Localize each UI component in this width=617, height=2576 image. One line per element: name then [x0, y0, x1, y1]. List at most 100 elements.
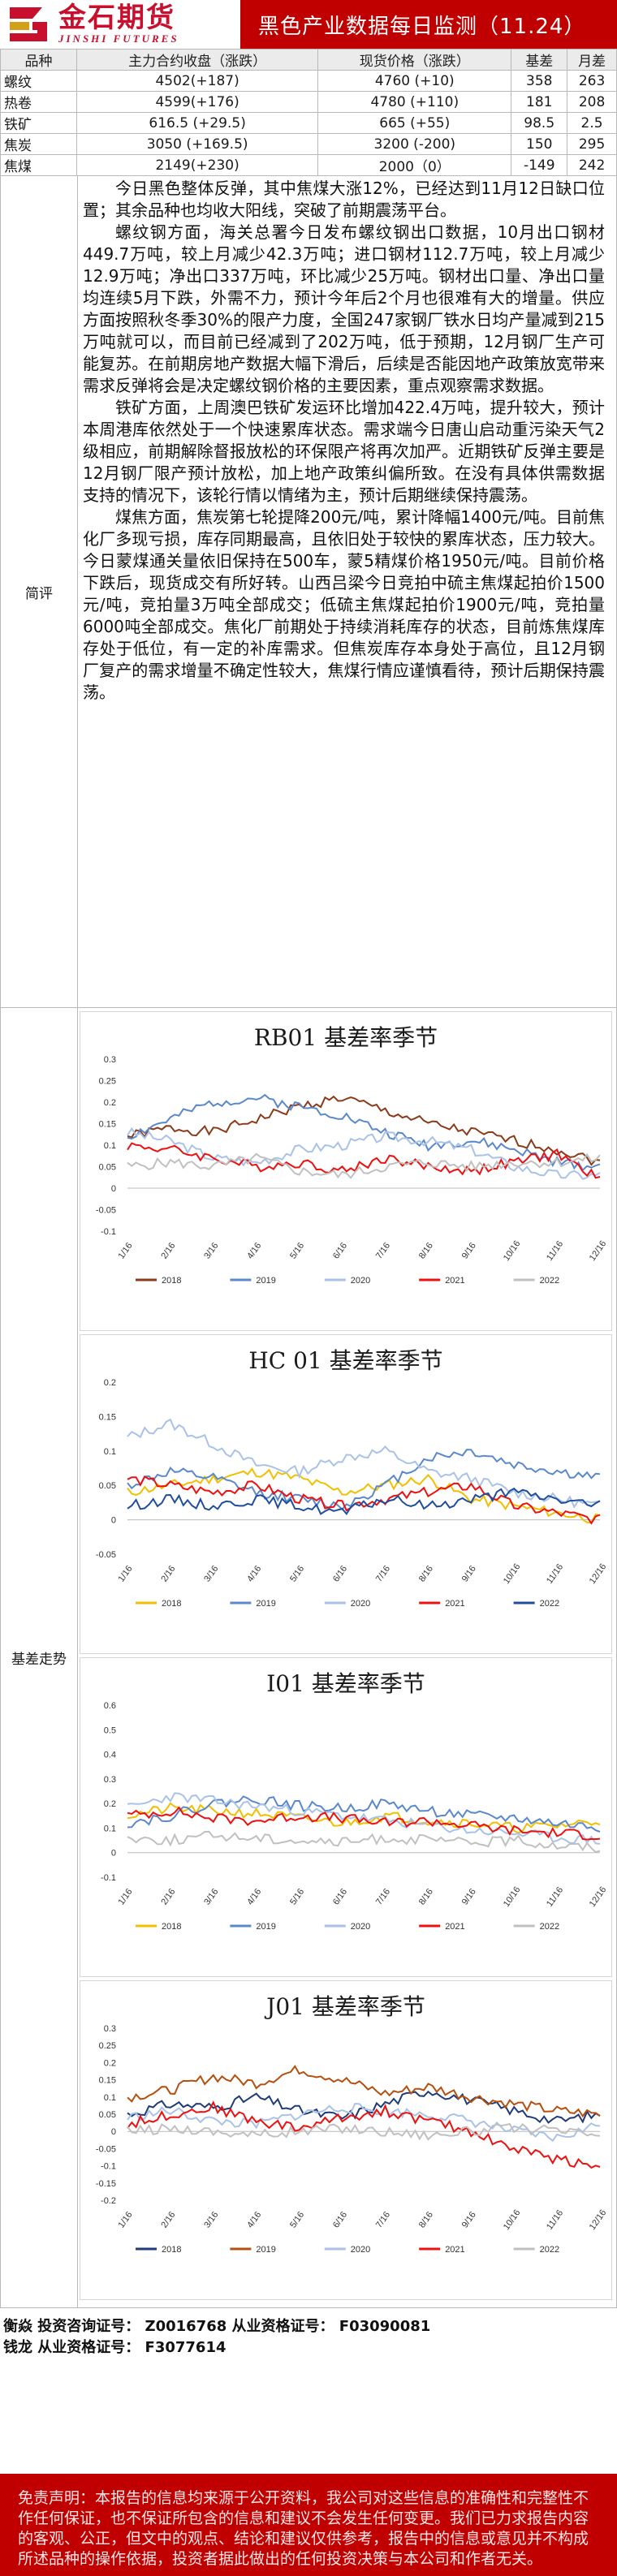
logo-en: JINSHI FUTURES [58, 32, 179, 45]
table-cell: 263 [567, 70, 617, 92]
y-tick-label: 0.05 [99, 2110, 116, 2120]
x-tick-label: 1/16 [116, 1241, 134, 1260]
y-tick-label: 0.05 [99, 1163, 116, 1173]
x-tick-label: 12/16 [588, 1562, 609, 1586]
y-tick-label: 0.2 [104, 1799, 116, 1809]
legend-label: 2019 [256, 2245, 275, 2255]
y-tick-label: 0.25 [99, 1077, 116, 1087]
y-tick-label: 0.3 [104, 2024, 116, 2034]
y-tick-label: -0.05 [96, 1550, 116, 1560]
series-line [127, 2065, 601, 2118]
commentary-body: 今日黑色整体反弹，其中焦煤大涨12%，已经达到11月12日缺口位置；其余品种也均… [78, 176, 616, 1007]
x-tick-label: 10/16 [502, 2208, 523, 2232]
legend-label: 2018 [162, 1922, 181, 1932]
table-cell: 150 [511, 133, 568, 155]
y-tick-label: 0.4 [104, 1751, 116, 1760]
series-line [127, 1152, 601, 1179]
chart-svg: 0.6 0.5 0.4 0.3 0.2 0.1 0 -0.11/16 2/16 3/16 4/16 5… [101, 1701, 608, 1932]
series-line [127, 1806, 601, 1841]
y-tick-label: 0.1 [104, 1447, 116, 1457]
chart-svg: 0.3 0.25 0.2 0.15 0.1 0.05 0 -0.05 -0.11/16 2/16 3… [96, 1055, 608, 1286]
legend-label: 2019 [256, 1599, 275, 1609]
x-tick-label: 1/16 [116, 1564, 134, 1583]
charts-label: 基差走势 [1, 1008, 78, 2307]
x-tick-label: 3/16 [202, 1564, 220, 1583]
y-tick-label: 0.5 [104, 1725, 116, 1735]
y-tick-label: -0.05 [96, 2144, 116, 2154]
y-tick-label: 0.25 [99, 2041, 116, 2051]
x-tick-label: 4/16 [245, 1887, 263, 1906]
legend-label: 2020 [351, 1922, 370, 1932]
x-tick-label: 8/16 [417, 2210, 435, 2229]
chart-j01: J01 基差率季节 0.3 0.25 0.2 0.15 0.1 0.05 0 -0.05 -0.… [80, 1980, 612, 2300]
y-tick-label: 0.2 [104, 2058, 116, 2068]
x-tick-label: 9/16 [460, 2210, 478, 2229]
y-tick-label: 0 [111, 1849, 116, 1859]
x-tick-label: 4/16 [245, 1241, 263, 1260]
table-cell: 4760 (+10) [317, 70, 512, 92]
commentary-paragraph: 煤焦方面，焦炭第七轮提降200元/吨，累计降幅1400元/吨。目前焦化厂多现亏损… [83, 507, 605, 702]
series-line [127, 1418, 601, 1509]
table-cell: 295 [567, 133, 617, 155]
series-line [127, 1830, 601, 1854]
commentary-section: 简评 今日黑色整体反弹，其中焦煤大涨12%，已经达到11月12日缺口位置；其余品… [0, 176, 617, 1008]
y-tick-label: -0.2 [101, 2196, 116, 2206]
table-cell: 4780 (+110) [317, 91, 512, 113]
table-header-cell: 基差 [511, 49, 568, 71]
logo-cn: 金石期货 [58, 2, 175, 34]
series-line [127, 1093, 601, 1172]
table-header-row: 品种 主力合约收盘（涨跌） 现货价格（涨跌） 基差 月差 [0, 49, 617, 71]
row-name: 螺纹 [0, 70, 77, 92]
x-tick-label: 6/16 [331, 1241, 349, 1260]
x-tick-label: 8/16 [417, 1241, 435, 1260]
logo: 金石期货 JINSHI FUTURES [0, 0, 240, 49]
y-tick-label: -0.1 [101, 1873, 116, 1883]
series-line [127, 1475, 601, 1525]
header: 金石期货 JINSHI FUTURES 黑色产业数据每日监测（11.24） [0, 0, 617, 49]
y-tick-label: 0.2 [104, 1378, 116, 1388]
x-tick-label: 6/16 [331, 1887, 349, 1906]
legend-label: 2021 [445, 2245, 464, 2255]
x-tick-label: 9/16 [460, 1564, 478, 1583]
analyst-line: 钱龙 从业资格证号： F3077614 [3, 2339, 227, 2356]
table-cell: 3050 (+169.5) [76, 133, 319, 155]
report-title: 黑色产业数据每日监测（11.24） [240, 0, 617, 49]
y-tick-label: 0.3 [104, 1055, 116, 1065]
y-tick-label: -0.1 [101, 1227, 116, 1237]
logo-text: 金石期货 JINSHI FUTURES [58, 3, 179, 45]
x-tick-label: 7/16 [374, 1887, 392, 1906]
x-tick-label: 2/16 [159, 1887, 177, 1906]
series-line [127, 1142, 601, 1179]
legend-label: 2018 [162, 2245, 181, 2255]
y-tick-label: 0 [111, 1516, 116, 1526]
y-tick-label: -0.1 [101, 2162, 116, 2172]
table-header-cell: 现货价格（涨跌） [317, 49, 512, 71]
legend-label: 2018 [162, 1276, 181, 1286]
series-line [127, 1126, 601, 1180]
chart-title: HC 01 基差率季节 [248, 1347, 443, 1374]
table-cell: 616.5 (+29.5) [76, 112, 319, 134]
table-cell: 358 [511, 70, 568, 92]
commentary-paragraph: 螺纹钢方面，海关总署今日发布螺纹钢出口数据，10月出口钢材449.7万吨，较上月… [83, 222, 605, 395]
chart-title: I01 基差率季节 [266, 1670, 425, 1697]
series-line [127, 2102, 601, 2143]
x-tick-label: 10/16 [502, 1239, 523, 1263]
x-tick-label: 2/16 [159, 1241, 177, 1260]
x-tick-label: 9/16 [460, 1887, 478, 1906]
x-tick-label: 5/16 [288, 1887, 306, 1906]
chart-rb01: RB01 基差率季节 0.3 0.25 0.2 0.15 0.1 0.05 0 -0.05 -0… [80, 1011, 612, 1331]
x-tick-label: 4/16 [245, 1564, 263, 1583]
legend-label: 2022 [540, 2245, 559, 2255]
table-cell: 4599(+176) [76, 91, 319, 113]
legend-label: 2021 [445, 1599, 464, 1609]
x-tick-label: 7/16 [374, 1241, 392, 1260]
charts-body: RB01 基差率季节 0.3 0.25 0.2 0.15 0.1 0.05 0 -0.05 -0… [78, 1008, 616, 2307]
x-tick-label: 3/16 [202, 1887, 220, 1906]
legend-label: 2018 [162, 1599, 181, 1609]
x-tick-label: 3/16 [202, 1241, 220, 1260]
table-row: 焦煤 2149(+230) 2000（0） -149 242 [0, 154, 617, 176]
table-cell: 2.5 [567, 112, 617, 134]
x-tick-label: 11/16 [545, 1239, 565, 1263]
x-tick-label: 11/16 [545, 2208, 565, 2232]
